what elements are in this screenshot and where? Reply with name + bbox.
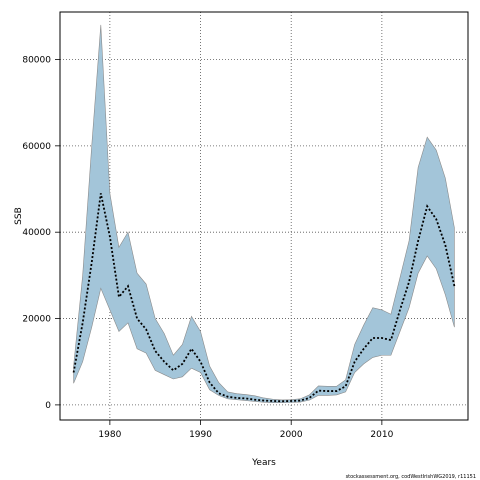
ssb-estimate-line: [72, 193, 456, 403]
y-tick-label: 40000: [22, 228, 51, 238]
y-tick-label: 60000: [22, 142, 51, 152]
x-axis-title: Years: [251, 458, 276, 468]
credit-text: stockassessment.org, codWestIrishWG2019,…: [346, 474, 476, 480]
y-axis: 0 20000 40000 60000 80000: [22, 55, 60, 411]
x-tick-label: 2010: [370, 430, 393, 440]
plot-frame: [59, 11, 469, 421]
y-tick-label: 20000: [22, 315, 51, 325]
grid-lines: [60, 12, 468, 420]
x-tick-label: 2000: [280, 430, 303, 440]
x-tick-label: 1990: [189, 430, 212, 440]
y-tick-label: 0: [45, 401, 51, 411]
y-axis-title: SSB: [14, 207, 24, 225]
x-tick-label: 1980: [98, 430, 121, 440]
confidence-band: [73, 24, 455, 404]
y-tick-label: 80000: [22, 55, 51, 65]
x-axis: 1980 1990 2000 2010: [98, 420, 394, 440]
